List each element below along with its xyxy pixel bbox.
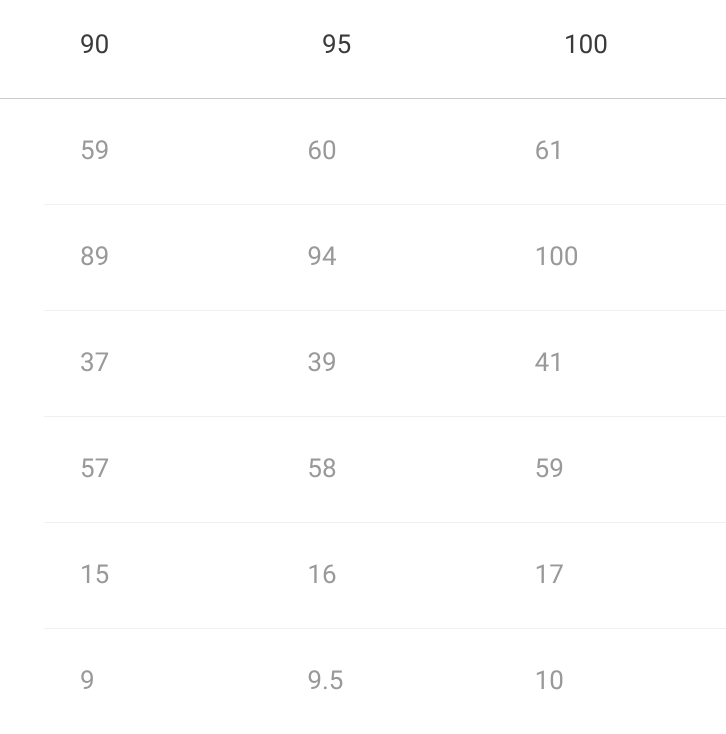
table-cell: 10 (499, 629, 726, 734)
table-row: 37 39 41 (44, 311, 726, 417)
table-cell: 41 (499, 311, 726, 416)
table-cell: 15 (44, 523, 271, 628)
table-cell: 59 (44, 99, 271, 204)
table-cell: 59 (499, 417, 726, 522)
table-cell: 94 (271, 205, 498, 310)
data-table: 90 95 100 59 60 61 89 94 100 37 39 41 57… (0, 0, 726, 734)
table-row: 59 60 61 (44, 99, 726, 205)
table-row: 15 16 17 (44, 523, 726, 629)
table-cell: 39 (271, 311, 498, 416)
table-cell: 16 (271, 523, 498, 628)
table-cell: 57 (44, 417, 271, 522)
table-cell: 60 (271, 99, 498, 204)
table-row: 89 94 100 (44, 205, 726, 311)
table-body: 59 60 61 89 94 100 37 39 41 57 58 59 15 … (0, 99, 726, 734)
table-cell: 61 (499, 99, 726, 204)
table-cell: 37 (44, 311, 271, 416)
table-header-cell: 90 (0, 0, 242, 98)
table-header-cell: 100 (484, 0, 726, 98)
table-cell: 58 (271, 417, 498, 522)
table-cell: 9.5 (271, 629, 498, 734)
table-cell: 17 (499, 523, 726, 628)
table-header-row: 90 95 100 (0, 0, 726, 99)
table-cell: 9 (44, 629, 271, 734)
table-cell: 100 (499, 205, 726, 310)
table-row: 9 9.5 10 (44, 629, 726, 734)
table-row: 57 58 59 (44, 417, 726, 523)
table-cell: 89 (44, 205, 271, 310)
table-header-cell: 95 (242, 0, 484, 98)
